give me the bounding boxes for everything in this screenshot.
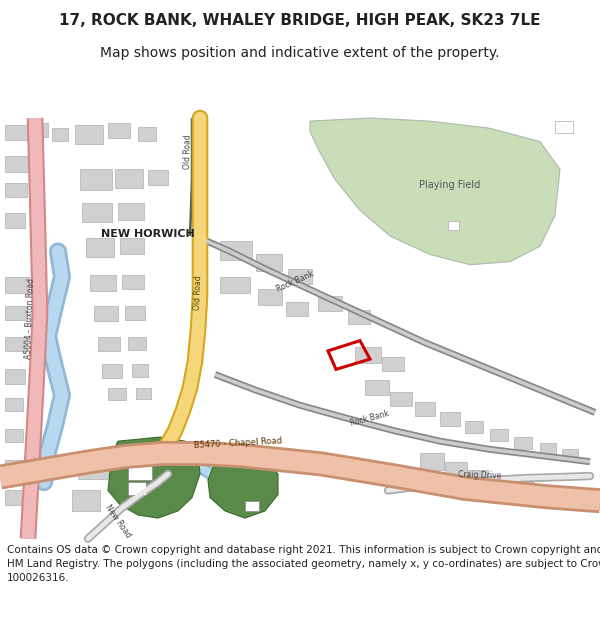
Bar	[555, 121, 573, 133]
Bar	[448, 221, 459, 230]
Bar	[138, 127, 156, 141]
Bar	[468, 470, 488, 484]
Bar	[120, 238, 144, 254]
Bar	[245, 501, 259, 511]
Bar	[5, 398, 23, 411]
Bar	[562, 449, 578, 461]
Bar	[220, 277, 250, 294]
Bar	[288, 269, 312, 284]
Polygon shape	[108, 437, 200, 518]
Bar	[5, 277, 29, 294]
Bar	[465, 421, 483, 433]
Text: Rock Bank: Rock Bank	[350, 409, 391, 428]
Polygon shape	[310, 118, 560, 265]
Bar	[445, 462, 467, 477]
Bar	[5, 369, 25, 384]
Bar	[440, 412, 460, 426]
Bar	[5, 125, 27, 139]
Bar	[382, 357, 404, 371]
Bar	[125, 306, 145, 320]
Text: Playing Field: Playing Field	[419, 180, 481, 190]
Bar	[540, 488, 558, 502]
Bar	[490, 429, 508, 441]
Bar	[514, 437, 532, 449]
Text: Craig Drive: Craig Drive	[458, 470, 502, 480]
Bar	[108, 123, 130, 138]
Bar	[516, 482, 534, 496]
Text: Old Road: Old Road	[183, 134, 193, 169]
Bar	[110, 459, 135, 478]
Bar	[148, 171, 168, 185]
Bar	[286, 302, 308, 316]
Text: Map shows position and indicative extent of the property.: Map shows position and indicative extent…	[100, 46, 500, 60]
Bar	[82, 203, 112, 222]
Bar	[122, 275, 144, 289]
Text: B5470 - Chapel Road: B5470 - Chapel Road	[194, 436, 283, 450]
Bar	[94, 306, 118, 321]
Bar	[585, 497, 600, 509]
Bar	[52, 128, 68, 141]
Bar	[415, 402, 435, 416]
Bar	[258, 289, 282, 305]
Text: New Road: New Road	[103, 503, 133, 539]
Bar	[128, 482, 146, 494]
Polygon shape	[208, 456, 278, 518]
Bar	[118, 203, 144, 219]
Bar	[98, 336, 120, 351]
Bar	[564, 492, 582, 505]
Bar	[90, 275, 116, 291]
Bar	[540, 443, 556, 454]
Bar	[5, 491, 25, 505]
Bar	[5, 459, 25, 474]
Bar	[355, 347, 381, 363]
Text: 17, ROCK BANK, WHALEY BRIDGE, HIGH PEAK, SK23 7LE: 17, ROCK BANK, WHALEY BRIDGE, HIGH PEAK,…	[59, 12, 541, 28]
Bar	[30, 123, 48, 136]
Text: Rock Bank: Rock Bank	[275, 269, 315, 293]
Bar	[78, 456, 108, 479]
Bar	[390, 392, 412, 406]
Bar	[5, 213, 25, 228]
Bar	[132, 364, 148, 376]
Bar	[348, 310, 370, 324]
Bar	[5, 336, 27, 351]
Bar	[86, 238, 114, 256]
Bar	[420, 454, 444, 470]
Bar	[5, 306, 27, 320]
Bar	[5, 182, 27, 197]
Text: NEW HORWICH: NEW HORWICH	[101, 229, 195, 239]
Bar	[108, 388, 126, 400]
Bar	[128, 336, 146, 350]
Bar	[102, 364, 122, 378]
Bar	[365, 379, 389, 395]
Bar	[136, 388, 151, 399]
Bar	[75, 125, 103, 144]
Bar	[256, 254, 282, 271]
Bar	[220, 241, 252, 259]
Bar	[492, 476, 512, 491]
Text: Old Road: Old Road	[193, 275, 203, 310]
Text: A5004 - Buxton Road: A5004 - Buxton Road	[24, 278, 36, 359]
Text: Contains OS data © Crown copyright and database right 2021. This information is : Contains OS data © Crown copyright and d…	[7, 546, 600, 582]
Bar	[5, 429, 23, 442]
Bar	[5, 156, 29, 172]
Bar	[318, 296, 342, 311]
Bar	[80, 169, 112, 190]
Bar	[72, 491, 100, 511]
Bar	[115, 169, 143, 187]
Bar	[128, 464, 152, 480]
